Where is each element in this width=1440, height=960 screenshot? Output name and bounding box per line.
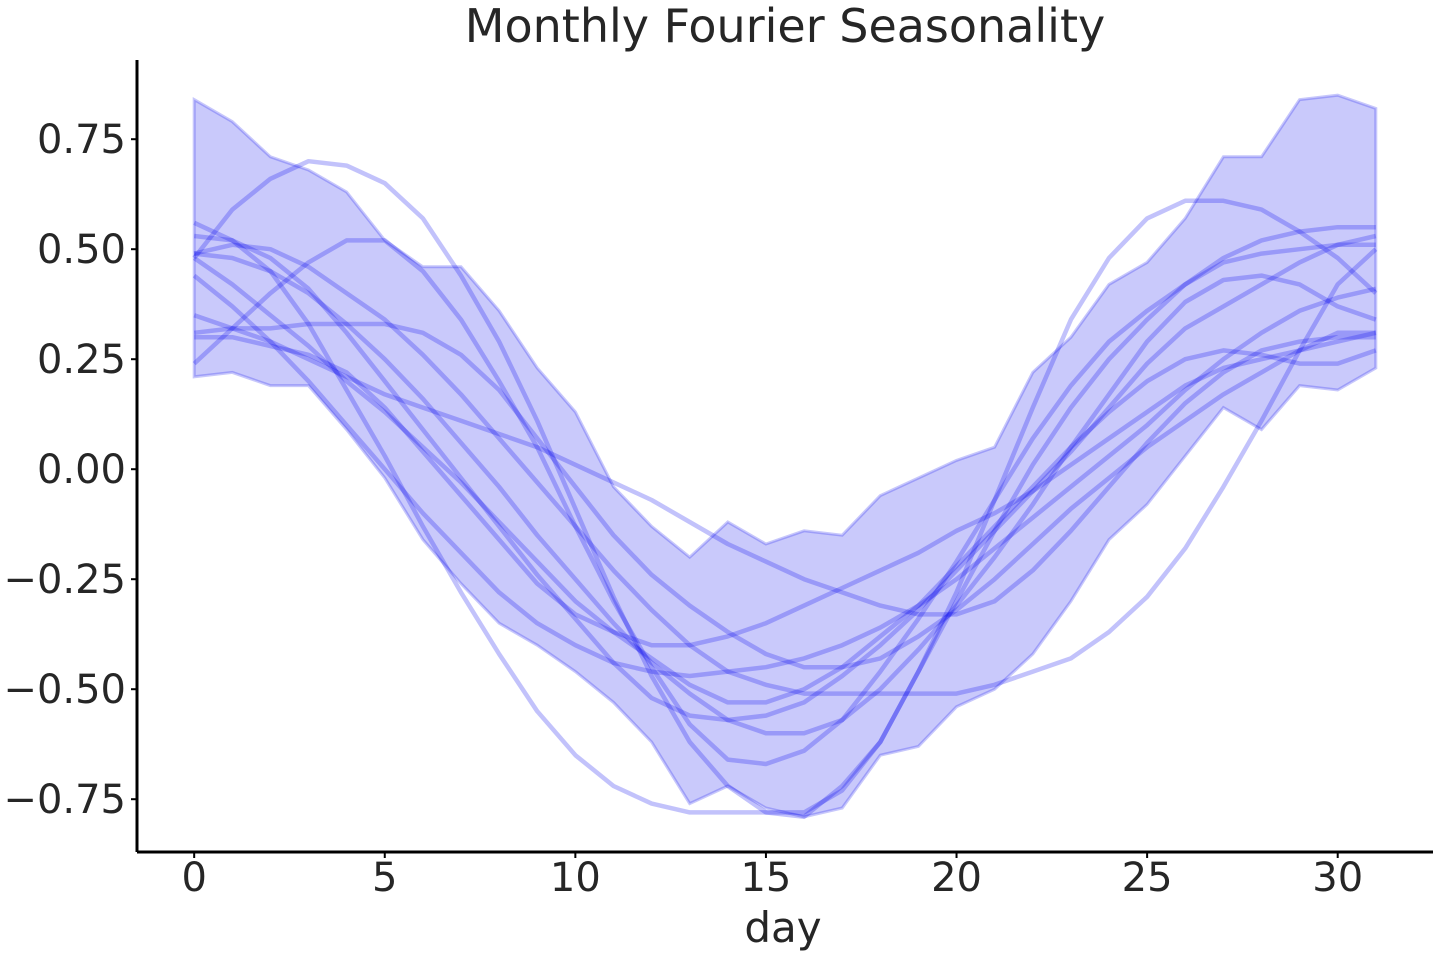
x-tick-label: 10: [550, 855, 601, 901]
x-ticks: 0 5 10 15 20 25 30: [181, 852, 1363, 901]
series-line-1: [192, 158, 1378, 815]
chart-title: Monthly Fourier Seasonality: [465, 0, 1105, 53]
series-line-6: [193, 321, 1376, 670]
credible-band: [192, 93, 1378, 819]
y-ticks: 0.75 0.50 0.25 0.00 −0.25 −0.50 −0.75: [3, 117, 137, 823]
y-tick-label: 0.25: [37, 337, 126, 383]
series-line-2: [193, 220, 1376, 820]
x-tick-label: 30: [1312, 855, 1363, 901]
axes: [135, 60, 1433, 854]
series-line-5: [193, 251, 1377, 736]
y-tick-label: 0.50: [37, 227, 126, 273]
x-axis-label: day: [744, 903, 821, 952]
series-line-9: [194, 330, 1377, 648]
series-line-8: [192, 273, 1377, 679]
y-tick-label: 0.00: [37, 447, 126, 493]
series-lines: [192, 158, 1378, 820]
x-tick-label: 25: [1122, 855, 1173, 901]
x-tick-label: 0: [181, 855, 206, 901]
band-area: [192, 93, 1378, 819]
series-line-11: [192, 256, 1377, 705]
y-tick-label: 0.75: [37, 117, 126, 163]
y-tick-label: −0.25: [3, 557, 126, 603]
x-tick-label: 5: [372, 855, 397, 901]
x-tick-label: 20: [931, 855, 982, 901]
y-tick-label: −0.75: [3, 777, 126, 823]
series-line-7: [193, 313, 1376, 617]
y-tick-label: −0.50: [3, 667, 126, 713]
series-line-3: [192, 238, 1376, 767]
series-line-10: [193, 242, 1378, 696]
x-tick-label: 15: [740, 855, 791, 901]
series-line-4: [193, 233, 1377, 723]
